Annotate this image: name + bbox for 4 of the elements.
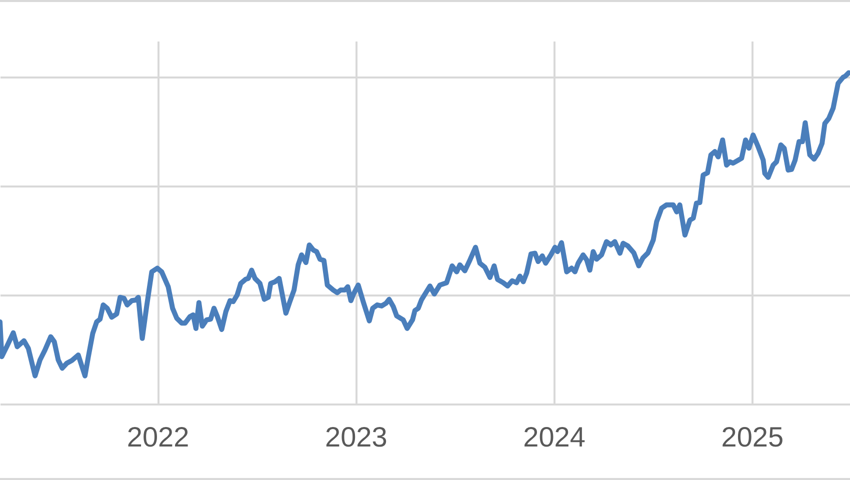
x-tick-label: 2023 <box>325 422 388 452</box>
x-tick-label: 2025 <box>721 422 784 452</box>
x-tick-label: 2022 <box>126 422 190 452</box>
x-tick-label: 2024 <box>523 422 586 452</box>
